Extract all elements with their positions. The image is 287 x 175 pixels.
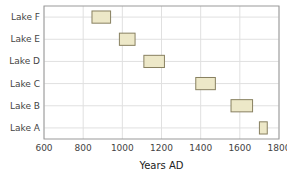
- grid: [44, 6, 279, 139]
- grid-line-y: [44, 39, 279, 40]
- range-bar: [144, 55, 165, 67]
- range-bar: [119, 33, 135, 45]
- x-axis-label: Years AD: [138, 160, 183, 171]
- grid-line-x: [239, 6, 240, 139]
- grid-line-x: [200, 6, 201, 139]
- range-bar: [196, 77, 216, 89]
- x-tick-label: 1800: [268, 143, 287, 153]
- plot-area: [44, 6, 279, 139]
- range-bar: [259, 122, 267, 134]
- x-tick-label: 600: [35, 143, 52, 153]
- grid-line-y: [44, 83, 279, 84]
- grid-line-x: [161, 6, 162, 139]
- plot-frame: [44, 6, 279, 139]
- x-tick-label: 1000: [111, 143, 134, 153]
- grid-line-x: [122, 6, 123, 139]
- y-tick-label: Lake E: [10, 34, 40, 44]
- x-tick-label: 1200: [150, 143, 173, 153]
- grid-line-x: [83, 6, 84, 139]
- y-tick-label: Lake C: [10, 79, 40, 89]
- grid-line-y: [44, 17, 279, 18]
- range-bar: [231, 100, 253, 112]
- y-tick-label: Lake F: [11, 12, 40, 22]
- grid-line-y: [44, 127, 279, 128]
- bars: [92, 11, 267, 134]
- y-tick-label: Lake D: [9, 56, 40, 66]
- y-tick-label: Lake A: [10, 123, 41, 133]
- y-tick-label: Lake B: [10, 101, 40, 111]
- x-tick-label: 1600: [228, 143, 251, 153]
- x-tick-label: 1400: [189, 143, 212, 153]
- x-tick-label: 800: [75, 143, 92, 153]
- range-bar: [92, 11, 111, 23]
- chart: 600 800 1000 1200 1400 1600 1800 Lake A Lake B La…: [0, 0, 287, 175]
